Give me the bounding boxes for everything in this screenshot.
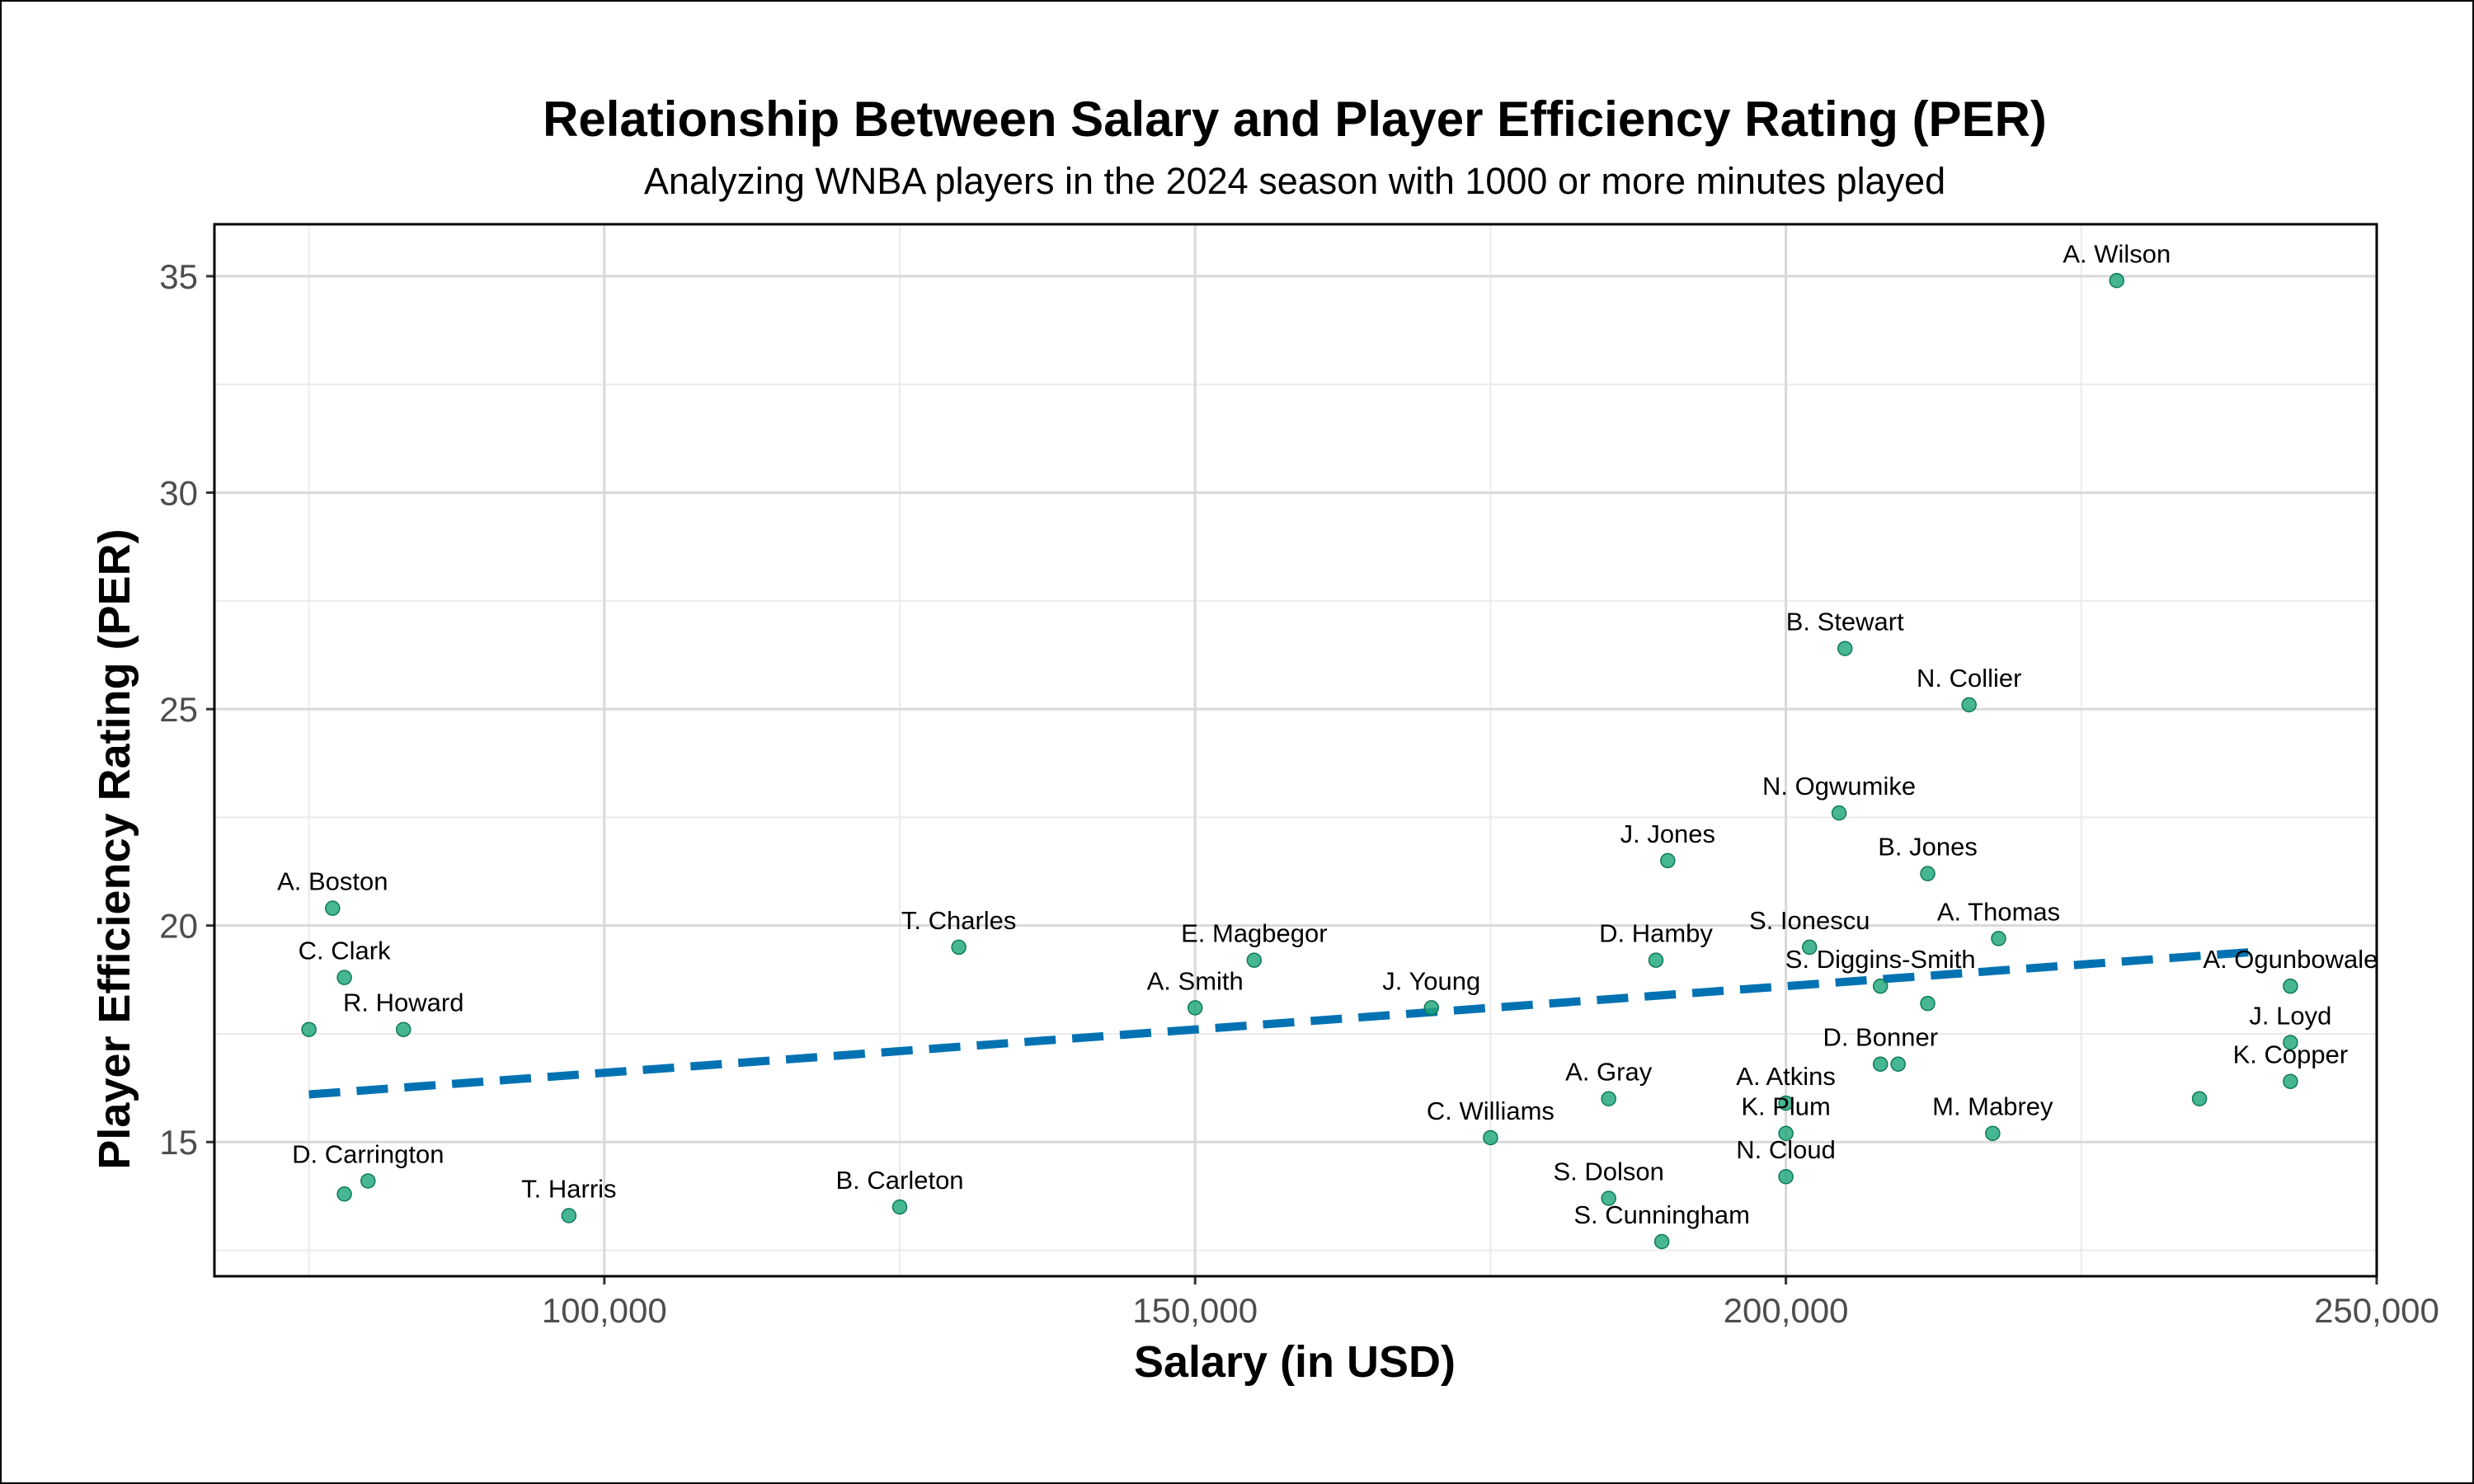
data-point xyxy=(1778,1168,1794,1185)
plot-border xyxy=(213,223,2378,1278)
point-label: D. Bonner xyxy=(1823,1023,1938,1052)
data-point xyxy=(2109,273,2125,289)
data-point xyxy=(1601,1190,1616,1206)
y-axis-title: Player Efficiency Rating (PER) xyxy=(90,528,139,1169)
point-label: S. Ionescu xyxy=(1749,906,1870,935)
x-tick-label: 150,000 xyxy=(1132,1291,1258,1330)
point-label: C. Williams xyxy=(1427,1097,1554,1125)
data-point xyxy=(2283,1035,2298,1050)
point-label: N. Collier xyxy=(1917,664,2021,693)
point-label: A. Atkins xyxy=(1736,1062,1836,1091)
data-point xyxy=(1872,1056,1888,1072)
point-labels: A. Wilson B. Stewart N. Collier N. Ogwumike… xyxy=(277,239,2378,1229)
point-label: E. Magbegor xyxy=(1181,919,1328,948)
data-point xyxy=(1920,995,1935,1012)
point-label: S. Cunningham xyxy=(1573,1200,1750,1229)
data-point xyxy=(1802,939,1818,956)
data-point xyxy=(336,1186,352,1202)
data-point xyxy=(1961,697,1977,713)
point-label: R. Howard xyxy=(343,989,463,1017)
data-point xyxy=(395,1021,412,1037)
point-label: T. Charles xyxy=(901,906,1017,935)
data-point xyxy=(891,1199,908,1215)
y-tick-label: 30 xyxy=(159,474,198,513)
point-label: A. Gray xyxy=(1565,1058,1653,1087)
point-label: T. Harris xyxy=(521,1174,616,1203)
point-label: B. Carleton xyxy=(835,1166,963,1195)
data-point xyxy=(1648,952,1664,968)
point-label: M. Mabrey xyxy=(1932,1092,2053,1121)
data-points xyxy=(301,273,2298,1250)
data-point xyxy=(1778,1125,1794,1141)
point-label: J. Loyd xyxy=(2249,1001,2331,1030)
data-point xyxy=(1778,1095,1794,1111)
point-label: K. Plum xyxy=(1741,1092,1831,1121)
point-label: A. Ogunbowale xyxy=(2203,945,2378,974)
point-label: B. Jones xyxy=(1878,833,1978,862)
point-label: A. Boston xyxy=(277,867,388,896)
point-label: K. Copper xyxy=(2233,1040,2349,1069)
point-label: N. Cloud xyxy=(1736,1135,1836,1164)
data-point xyxy=(2283,978,2298,994)
chart-subtitle: Analyzing WNBA players in the 2024 seaso… xyxy=(644,160,1945,202)
point-label: N. Ogwumike xyxy=(1762,772,1916,801)
y-tick-label: 35 xyxy=(159,257,198,296)
point-label: B. Stewart xyxy=(1786,608,1904,636)
data-point xyxy=(2283,1073,2298,1089)
data-point xyxy=(1991,931,2006,946)
data-point xyxy=(301,1021,317,1037)
data-point xyxy=(561,1208,577,1223)
trend-line-layer xyxy=(308,947,2260,1099)
x-tick-label: 200,000 xyxy=(1724,1291,1849,1330)
point-label: A. Thomas xyxy=(1937,897,2060,926)
data-point xyxy=(1660,852,1676,869)
axis-ticks: 100,000 150,000 200,000 250,000 15 20 25 30 35 xyxy=(159,257,2439,1330)
data-point xyxy=(325,900,341,916)
data-point xyxy=(336,970,352,985)
data-point xyxy=(1483,1129,1498,1146)
y-tick-label: 15 xyxy=(159,1123,198,1162)
y-tick-label: 20 xyxy=(159,907,198,946)
data-point xyxy=(1601,1091,1616,1106)
y-tick-label: 25 xyxy=(159,690,198,729)
data-point xyxy=(1890,1056,1906,1072)
point-label: D. Carrington xyxy=(292,1139,444,1168)
x-tick-label: 100,000 xyxy=(542,1291,667,1330)
data-point xyxy=(1985,1125,2001,1141)
point-label: C. Clark xyxy=(299,937,391,965)
point-label: A. Smith xyxy=(1147,966,1244,995)
x-tick-label: 250,000 xyxy=(2314,1291,2439,1330)
chart-title: Relationship Between Salary and Player E… xyxy=(543,92,2047,147)
data-point xyxy=(1920,866,1935,881)
data-point xyxy=(1653,1233,1670,1250)
trend-line xyxy=(308,947,2260,1099)
x-axis-title: Salary (in USD) xyxy=(1134,1337,1456,1387)
point-label: D. Hamby xyxy=(1599,919,1713,948)
data-point xyxy=(360,1173,376,1189)
point-label: J. Young xyxy=(1382,966,1480,995)
data-point xyxy=(1831,805,1847,821)
grid-lines xyxy=(214,224,2377,1276)
data-point xyxy=(2191,1091,2208,1106)
data-point xyxy=(1246,952,1263,968)
data-point xyxy=(1423,1000,1440,1016)
data-point xyxy=(1872,978,1888,994)
point-label: S. Diggins-Smith xyxy=(1785,945,1976,974)
data-point xyxy=(1837,641,1853,656)
data-point xyxy=(951,939,967,956)
point-label: S. Dolson xyxy=(1553,1157,1663,1186)
point-label: A. Wilson xyxy=(2062,239,2171,268)
data-point xyxy=(1187,1000,1203,1016)
point-label: J. Jones xyxy=(1620,819,1715,848)
